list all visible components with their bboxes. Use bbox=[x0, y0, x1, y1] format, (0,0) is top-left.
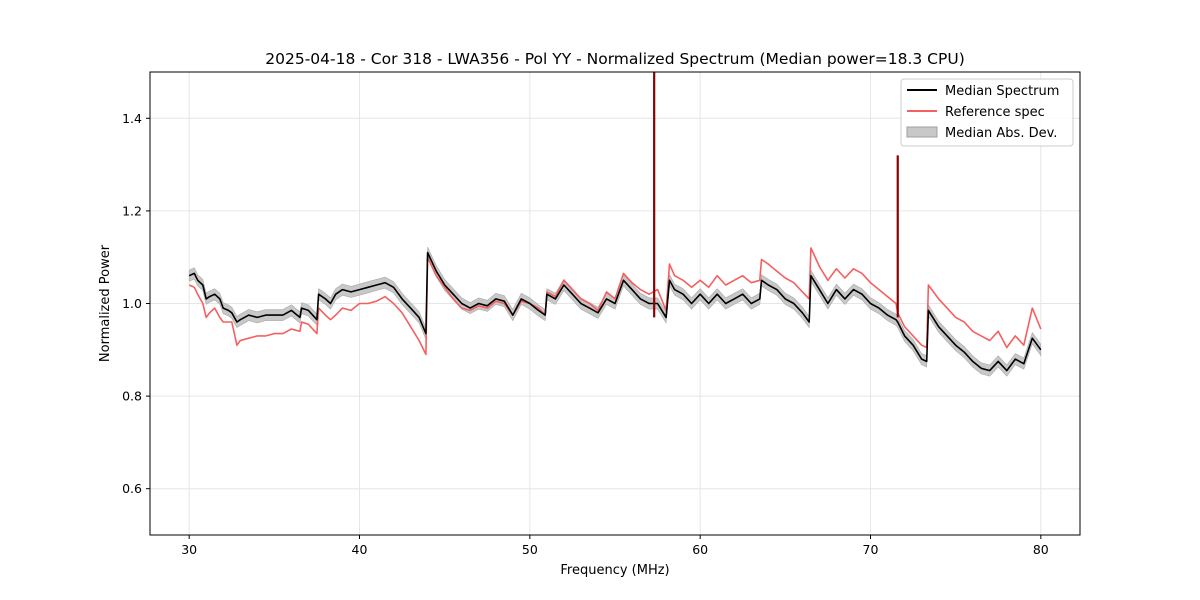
y-axis-label: Normalized Power bbox=[98, 244, 113, 362]
y-tick-label: 1.4 bbox=[122, 111, 142, 126]
x-axis-label: Frequency (MHz) bbox=[560, 563, 669, 578]
y-axis-ticks: 0.6 0.8 1.0 1.2 1.4 bbox=[122, 111, 150, 496]
y-tick-label: 0.8 bbox=[122, 389, 142, 404]
legend-mad-swatch bbox=[906, 126, 938, 138]
chart-title: 2025-04-18 - Cor 318 - LWA356 - Pol YY -… bbox=[265, 50, 965, 68]
reference-spec-line bbox=[188, 247, 1042, 356]
legend-reference-label: Reference spec bbox=[945, 105, 1045, 120]
y-tick-label: 1.0 bbox=[122, 296, 142, 311]
median-spectrum-line bbox=[188, 251, 1042, 372]
legend-median-label: Median Spectrum bbox=[945, 84, 1059, 99]
x-tick-label: 70 bbox=[863, 542, 879, 557]
x-tick-label: 50 bbox=[522, 542, 538, 557]
legend-box bbox=[900, 78, 1074, 147]
x-tick-label: 60 bbox=[692, 542, 708, 557]
y-tick-label: 1.2 bbox=[122, 203, 142, 218]
x-axis-ticks: 30 40 50 60 70 80 bbox=[181, 535, 1049, 557]
x-tick-label: 80 bbox=[1033, 542, 1049, 557]
x-tick-label: 40 bbox=[352, 542, 368, 557]
y-tick-label: 0.6 bbox=[122, 481, 142, 496]
legend-mad-label: Median Abs. Dev. bbox=[945, 126, 1057, 141]
series-layer bbox=[188, 247, 1042, 372]
legend: Median Spectrum Reference spec Median Ab… bbox=[900, 78, 1074, 147]
x-tick-label: 30 bbox=[181, 542, 197, 557]
spike-layer bbox=[653, 72, 899, 318]
